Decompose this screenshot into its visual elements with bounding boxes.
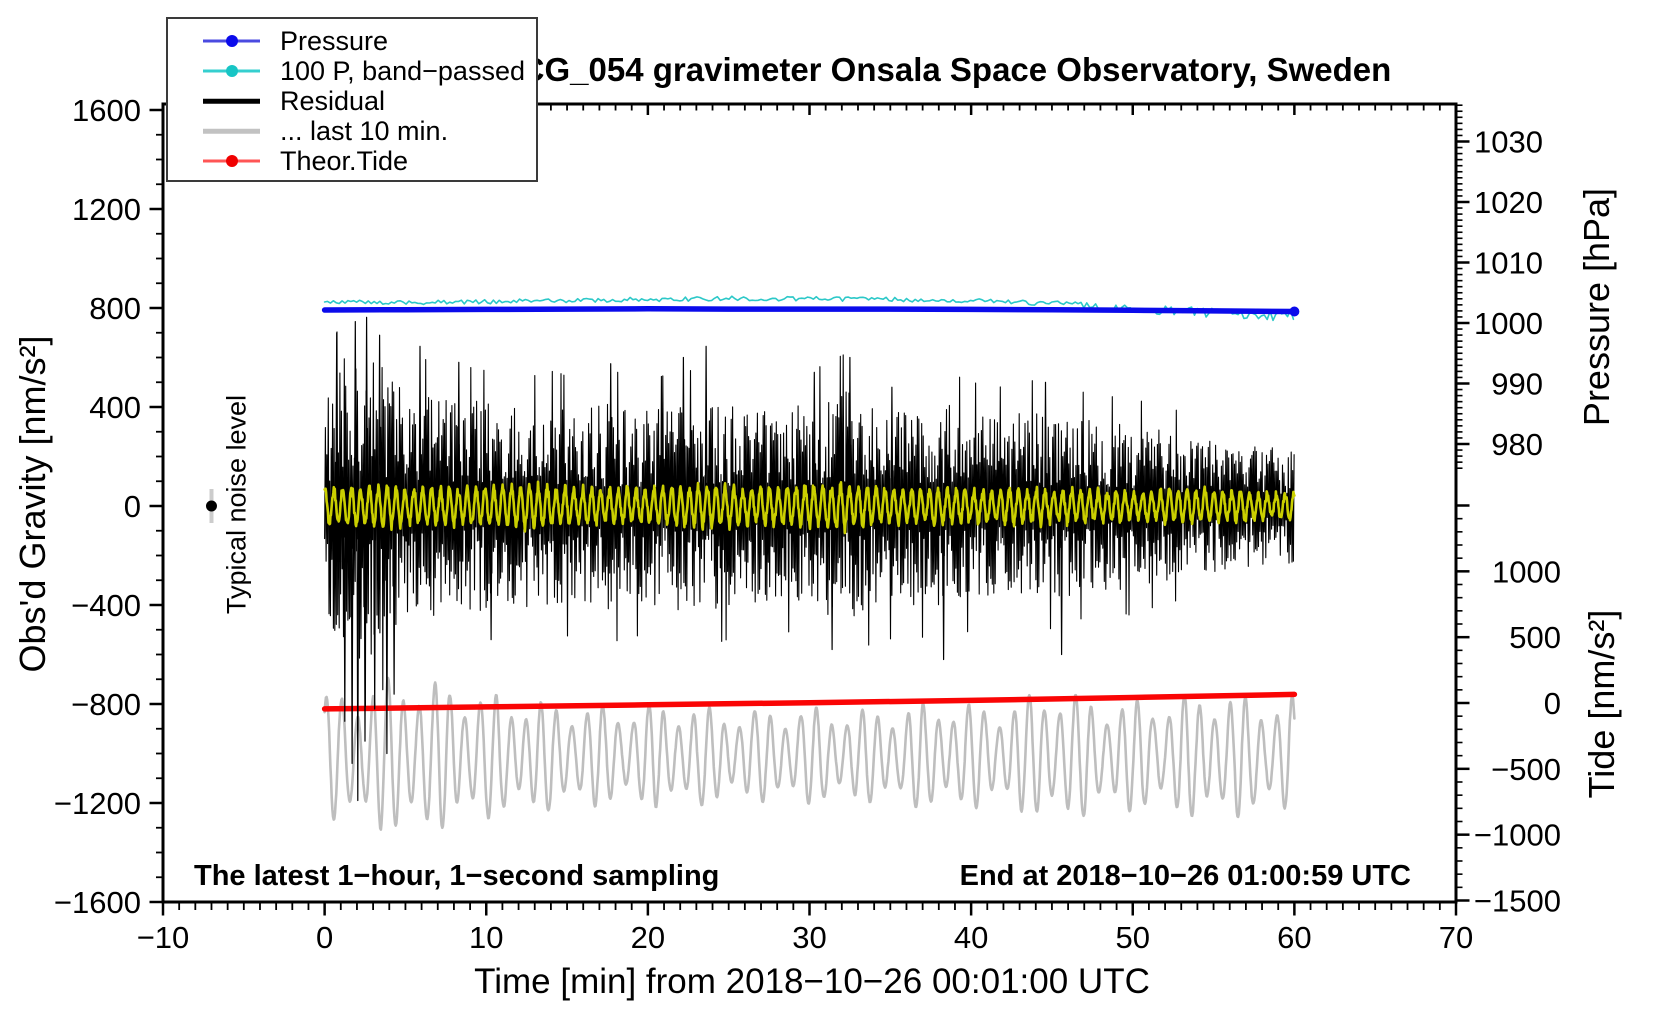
series-theor-tide	[321, 691, 1298, 712]
noise-level-marker	[205, 489, 217, 523]
x-axis-title: Time [min] from 2018−10−26 00:01:00 UTC	[474, 962, 1150, 1001]
svg-text:500: 500	[1509, 620, 1561, 655]
residual-line-swatch	[203, 94, 260, 108]
legend-item-bandpassed: 100 P, band−passed	[168, 56, 536, 86]
legend-label: ... last 10 min.	[280, 115, 449, 146]
svg-text:400: 400	[89, 390, 141, 425]
legend-label: Pressure	[280, 25, 389, 56]
svg-text:0: 0	[1544, 686, 1561, 721]
svg-text:30: 30	[792, 920, 826, 955]
legend-label: 100 P, band−passed	[280, 55, 525, 86]
svg-text:40: 40	[954, 920, 988, 955]
svg-text:50: 50	[1116, 920, 1150, 955]
theortide-line-swatch	[203, 154, 260, 168]
legend: Pressure 100 P, band−passed Residual ...…	[166, 17, 538, 182]
svg-text:70: 70	[1439, 920, 1473, 955]
legend-label: Theor.Tide	[280, 145, 409, 176]
svg-text:0: 0	[316, 920, 333, 955]
svg-text:20: 20	[631, 920, 665, 955]
svg-text:1200: 1200	[72, 192, 141, 227]
svg-text:−1500: −1500	[1474, 883, 1561, 918]
svg-text:1000: 1000	[1474, 306, 1543, 341]
svg-text:60: 60	[1277, 920, 1311, 955]
sampling-note: The latest 1−hour, 1−second sampling	[194, 860, 720, 892]
noise-level-note: Typical noise level	[221, 394, 252, 615]
svg-text:1010: 1010	[1474, 246, 1543, 281]
svg-text:990: 990	[1491, 367, 1543, 402]
svg-text:−1200: −1200	[54, 786, 141, 821]
series-pressure	[321, 306, 1300, 317]
svg-text:1600: 1600	[72, 93, 141, 128]
series-residual	[324, 316, 1295, 802]
pressure-line-swatch	[203, 34, 260, 48]
svg-text:−800: −800	[71, 687, 141, 722]
svg-text:1020: 1020	[1474, 185, 1543, 220]
svg-text:−500: −500	[1491, 752, 1561, 787]
svg-text:−10: −10	[137, 920, 190, 955]
last10min-line-swatch	[203, 124, 260, 138]
svg-text:800: 800	[89, 291, 141, 326]
legend-item-residual: Residual	[168, 86, 536, 116]
tide-axis-title: Tide [nm/s²]	[1581, 609, 1622, 799]
series-residual-filtered	[323, 480, 1296, 535]
svg-text:1030: 1030	[1474, 125, 1543, 160]
svg-text:1000: 1000	[1492, 554, 1561, 589]
svg-text:980: 980	[1491, 427, 1543, 462]
legend-item-pressure: Pressure	[168, 26, 536, 56]
series-last10min	[323, 676, 1296, 831]
svg-text:0: 0	[124, 489, 141, 524]
svg-text:−1600: −1600	[54, 885, 141, 920]
svg-text:−400: −400	[71, 588, 141, 623]
svg-text:−1000: −1000	[1474, 818, 1561, 853]
svg-text:10: 10	[469, 920, 503, 955]
gravity-axis-title: Obs'd Gravity [nm/s²]	[12, 335, 53, 673]
bandpassed-line-swatch	[203, 64, 260, 78]
legend-item-last10min: ... last 10 min.	[168, 116, 536, 146]
legend-label: Residual	[280, 85, 386, 116]
axes-layer: −10 0 10 20 30 40 50 60 70160012008004000−400−80…	[54, 93, 1561, 955]
chart-title: SCG_054 gravimeter Onsala Space Observat…	[498, 51, 1392, 88]
end-time-note: End at 2018−10−26 01:00:59 UTC	[959, 860, 1411, 892]
legend-item-theortide: Theor.Tide	[168, 146, 536, 176]
